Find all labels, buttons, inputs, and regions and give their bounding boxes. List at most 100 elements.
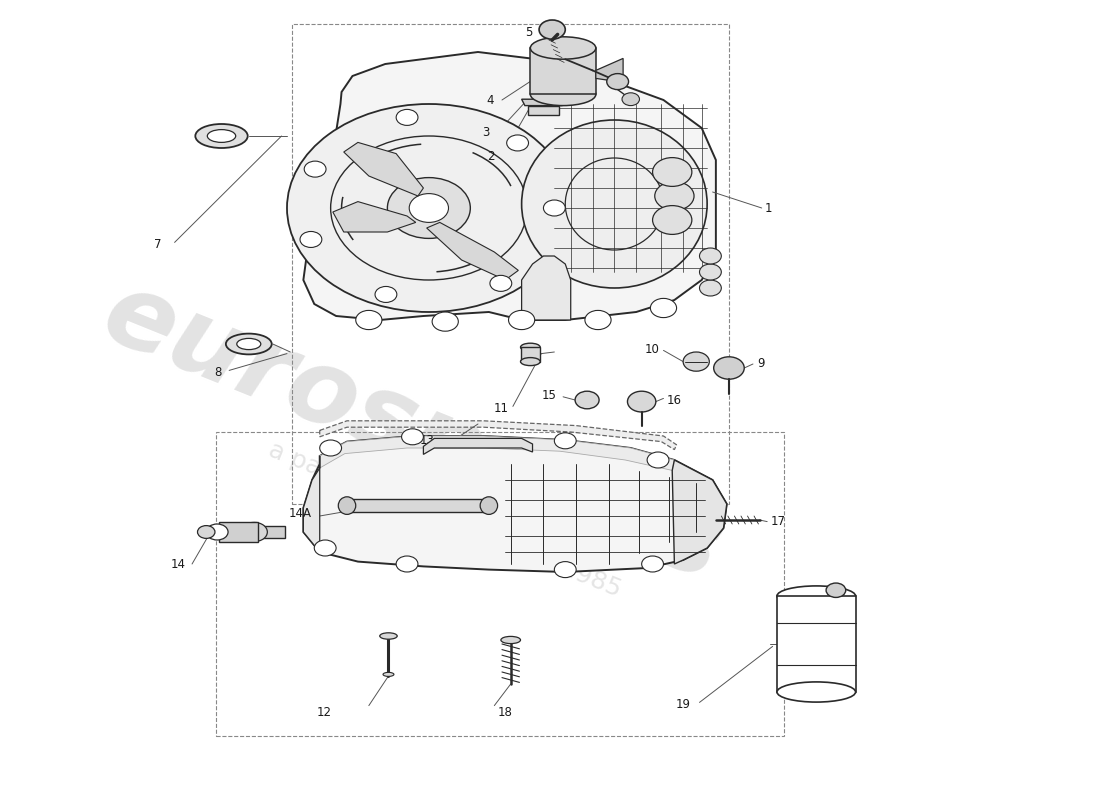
Circle shape [654, 182, 694, 210]
Circle shape [490, 275, 512, 291]
Text: Hypoid: Hypoid [798, 639, 835, 649]
Circle shape [647, 452, 669, 468]
Text: 15: 15 [541, 389, 557, 402]
Circle shape [315, 540, 337, 556]
Ellipse shape [383, 672, 394, 677]
Text: 7: 7 [154, 238, 162, 250]
Polygon shape [343, 142, 424, 196]
Bar [346, 499, 488, 512]
Polygon shape [424, 438, 532, 454]
Bar [293, 24, 729, 504]
Circle shape [375, 286, 397, 302]
Circle shape [508, 310, 535, 330]
Bar [530, 48, 596, 94]
Ellipse shape [226, 334, 272, 354]
Polygon shape [521, 99, 565, 106]
Circle shape [621, 93, 639, 106]
Polygon shape [596, 58, 623, 82]
Circle shape [652, 158, 692, 186]
Ellipse shape [777, 682, 856, 702]
Circle shape [387, 178, 471, 238]
Text: 14A: 14A [289, 507, 312, 520]
Text: 11: 11 [494, 402, 508, 414]
Text: 17: 17 [770, 515, 785, 528]
Circle shape [575, 391, 600, 409]
Ellipse shape [777, 586, 856, 606]
Circle shape [287, 104, 571, 312]
Circle shape [396, 110, 418, 126]
Text: 4: 4 [487, 94, 494, 106]
Circle shape [554, 562, 576, 578]
Polygon shape [304, 436, 727, 572]
Bar [219, 522, 257, 542]
Circle shape [402, 429, 424, 445]
Circle shape [432, 312, 459, 331]
Text: 1: 1 [764, 202, 772, 214]
Polygon shape [304, 52, 716, 320]
Circle shape [714, 357, 745, 379]
Circle shape [700, 248, 722, 264]
Circle shape [396, 556, 418, 572]
Polygon shape [521, 256, 571, 320]
Bar [520, 347, 540, 362]
Ellipse shape [339, 497, 355, 514]
Circle shape [554, 433, 576, 449]
Circle shape [641, 556, 663, 572]
Ellipse shape [207, 130, 235, 142]
Ellipse shape [379, 633, 397, 639]
Text: 12: 12 [317, 706, 332, 718]
Ellipse shape [520, 358, 540, 366]
Circle shape [585, 310, 612, 330]
Circle shape [241, 522, 267, 542]
Text: 14: 14 [170, 558, 186, 570]
Text: 5: 5 [525, 26, 532, 38]
Circle shape [305, 161, 326, 177]
Text: a passion for parts since 1985: a passion for parts since 1985 [265, 438, 625, 602]
Bar [254, 526, 285, 538]
Ellipse shape [520, 343, 540, 351]
Circle shape [650, 298, 676, 318]
Ellipse shape [521, 120, 707, 288]
Circle shape [539, 20, 565, 39]
Circle shape [826, 583, 846, 598]
Text: 19: 19 [675, 698, 691, 710]
Text: 6: 6 [544, 53, 552, 66]
Text: 3: 3 [483, 126, 490, 138]
Text: 8: 8 [214, 366, 221, 378]
Text: eurospares: eurospares [88, 262, 737, 602]
Bar [783, 636, 849, 673]
Ellipse shape [500, 637, 520, 643]
Text: 18: 18 [497, 706, 513, 718]
Circle shape [543, 200, 565, 216]
Ellipse shape [530, 83, 596, 106]
Text: 10: 10 [645, 343, 659, 356]
Bar [528, 106, 559, 115]
Text: 9: 9 [757, 358, 764, 370]
Polygon shape [320, 421, 676, 450]
Circle shape [409, 194, 449, 222]
Ellipse shape [236, 338, 261, 350]
Circle shape [683, 352, 710, 371]
Polygon shape [672, 460, 727, 564]
Circle shape [300, 231, 322, 247]
Ellipse shape [196, 124, 248, 148]
Ellipse shape [530, 37, 596, 59]
Circle shape [206, 524, 228, 540]
Circle shape [198, 526, 214, 538]
Polygon shape [320, 436, 674, 470]
Circle shape [355, 310, 382, 330]
Circle shape [700, 264, 722, 280]
Circle shape [627, 391, 656, 412]
Circle shape [652, 206, 692, 234]
Circle shape [320, 440, 342, 456]
Circle shape [507, 135, 528, 151]
Polygon shape [304, 456, 320, 552]
Text: 16: 16 [667, 394, 682, 406]
Bar [777, 596, 856, 692]
Circle shape [700, 280, 722, 296]
Bar [216, 432, 783, 736]
Polygon shape [427, 222, 518, 280]
Text: 2: 2 [487, 150, 494, 162]
Ellipse shape [480, 497, 497, 514]
Circle shape [607, 74, 628, 90]
